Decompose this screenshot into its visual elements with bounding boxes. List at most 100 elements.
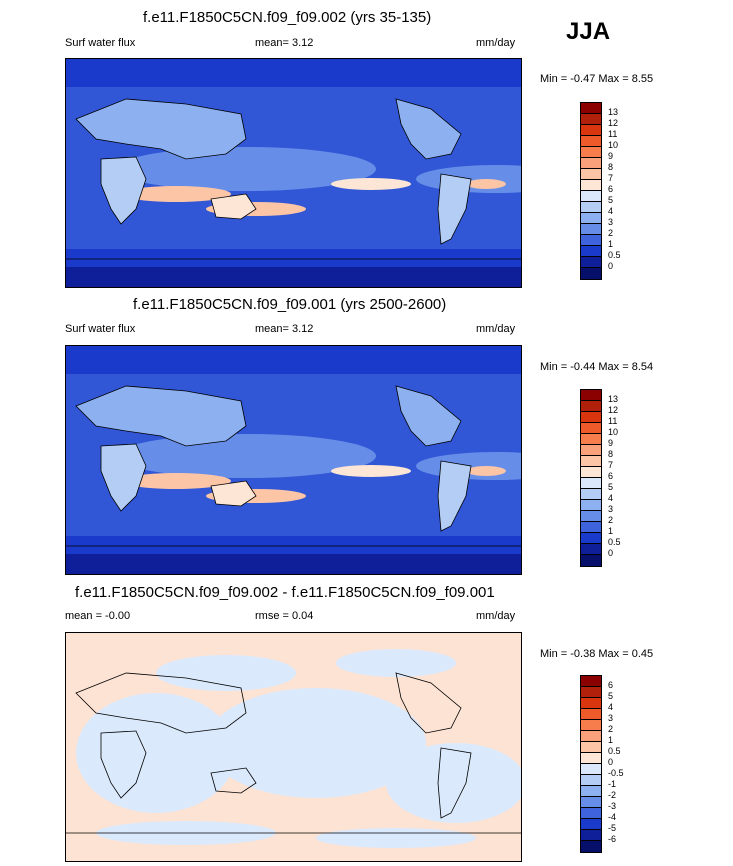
- colorbar-segment: [581, 114, 601, 125]
- colorbar-tick-label: 13: [608, 107, 619, 117]
- colorbar-tick-label: 1: [608, 239, 614, 249]
- colorbar-tick-label: 1: [608, 526, 614, 536]
- colorbar-segment: [581, 786, 601, 797]
- colorbar-segment: [581, 478, 601, 489]
- colorbar-tick-label: 0: [608, 757, 614, 767]
- panel-2-map: [65, 345, 522, 575]
- colorbar-tick-label: 5: [608, 482, 614, 492]
- colorbar-tick-label: 6: [608, 471, 614, 481]
- colorbar-segment: [581, 511, 601, 522]
- colorbar-segment: [581, 709, 601, 720]
- colorbar-segment: [581, 103, 601, 114]
- panel-3-title: f.e11.F1850C5CN.f09_f09.002 - f.e11.F185…: [75, 584, 495, 601]
- colorbar-segment: [581, 191, 601, 202]
- colorbar-segment: [581, 224, 601, 235]
- colorbar-segment: [581, 180, 601, 191]
- colorbar-segment: [581, 720, 601, 731]
- panel-2-mean-label: mean= 3.12: [255, 323, 314, 335]
- panel-3-map: [65, 632, 522, 862]
- colorbar-tick-label: -0.5: [608, 768, 624, 778]
- colorbar-tick-label: 0.5: [608, 250, 621, 260]
- colorbar-segment: [581, 147, 601, 158]
- colorbar-tick-label: 4: [608, 493, 614, 503]
- panel-3-minmax: Min = -0.38 Max = 0.45: [540, 648, 654, 660]
- colorbar-segment: [581, 698, 601, 709]
- colorbar-segment: [581, 489, 601, 500]
- colorbar-tick-label: 5: [608, 691, 614, 701]
- panel-2-units: mm/day: [476, 323, 516, 335]
- colorbar-segment: [581, 753, 601, 764]
- colorbar-tick-label: 4: [608, 206, 614, 216]
- colorbar-tick-label: 1: [608, 735, 614, 745]
- colorbar-tick-label: -4: [608, 812, 617, 822]
- colorbar-tick-label: 4: [608, 702, 614, 712]
- colorbar-tick-label: 3: [608, 504, 614, 514]
- panel-3-units: mm/day: [476, 610, 516, 622]
- panel-3-rmse-label: rmse = 0.04: [255, 610, 314, 622]
- colorbar-segment: [581, 125, 601, 136]
- colorbar-segment: [581, 775, 601, 786]
- colorbar-tick-label: 2: [608, 228, 614, 238]
- colorbar-segment: [581, 158, 601, 169]
- colorbar-segment: [581, 544, 601, 555]
- colorbar-segment: [581, 797, 601, 808]
- colorbar-segment: [581, 676, 601, 687]
- panel-1-mean-label: mean= 3.12: [255, 37, 314, 49]
- colorbar-tick-label: -5: [608, 823, 617, 833]
- colorbar-segment: [581, 257, 601, 268]
- colorbar-tick-label: 8: [608, 449, 614, 459]
- colorbar-segment: [581, 202, 601, 213]
- colorbar-segment: [581, 434, 601, 445]
- season-label: JJA: [566, 18, 611, 45]
- colorbar-segment: [581, 533, 601, 544]
- colorbar-segment: [581, 522, 601, 533]
- colorbar-segment: [581, 808, 601, 819]
- colorbar-tick-label: 0.5: [608, 746, 621, 756]
- colorbar-segment: [581, 555, 601, 566]
- colorbar-tick-label: -2: [608, 790, 617, 800]
- colorbar-tick-label: 13: [608, 394, 619, 404]
- panel-2-colorbar: [580, 389, 602, 567]
- colorbar-segment: [581, 136, 601, 147]
- colorbar-tick-label: 2: [608, 724, 614, 734]
- colorbar-tick-label: 11: [608, 129, 618, 139]
- colorbar-tick-label: 6: [608, 680, 614, 690]
- colorbar-segment: [581, 830, 601, 841]
- colorbar-segment: [581, 390, 601, 401]
- colorbar-segment: [581, 841, 601, 852]
- colorbar-segment: [581, 423, 601, 434]
- colorbar-segment: [581, 235, 601, 246]
- panel-3-colorbar: [580, 675, 602, 853]
- colorbar-segment: [581, 742, 601, 753]
- colorbar-segment: [581, 268, 601, 279]
- colorbar-segment: [581, 467, 601, 478]
- panel-1-variable-label: Surf water flux: [65, 37, 136, 49]
- colorbar-segment: [581, 246, 601, 257]
- panel-1-minmax: Min = -0.47 Max = 8.55: [540, 73, 654, 85]
- colorbar-tick-label: 2: [608, 515, 614, 525]
- panel-1-map: [65, 58, 522, 288]
- colorbar-tick-label: 10: [608, 427, 619, 437]
- colorbar-tick-label: -1: [608, 779, 617, 789]
- colorbar-segment: [581, 819, 601, 830]
- panel-1-units: mm/day: [476, 37, 516, 49]
- colorbar-tick-label: 9: [608, 438, 614, 448]
- colorbar-tick-label: 7: [608, 173, 614, 183]
- panel-1-title: f.e11.F1850C5CN.f09_f09.002 (yrs 35-135): [143, 9, 432, 26]
- colorbar-segment: [581, 213, 601, 224]
- panel-2-minmax: Min = -0.44 Max = 8.54: [540, 361, 654, 373]
- colorbar-tick-label: 8: [608, 162, 614, 172]
- panel-3-mean-label: mean = -0.00: [65, 610, 131, 622]
- colorbar-segment: [581, 412, 601, 423]
- colorbar-segment: [581, 169, 601, 180]
- colorbar-tick-label: 3: [608, 217, 614, 227]
- colorbar-tick-label: 7: [608, 460, 614, 470]
- colorbar-tick-label: 0: [608, 548, 614, 558]
- colorbar-tick-label: -3: [608, 801, 617, 811]
- colorbar-tick-label: 9: [608, 151, 614, 161]
- colorbar-tick-label: 5: [608, 195, 614, 205]
- colorbar-tick-label: -6: [608, 834, 617, 844]
- colorbar-tick-label: 0: [608, 261, 614, 271]
- colorbar-tick-label: 10: [608, 140, 619, 150]
- colorbar-segment: [581, 445, 601, 456]
